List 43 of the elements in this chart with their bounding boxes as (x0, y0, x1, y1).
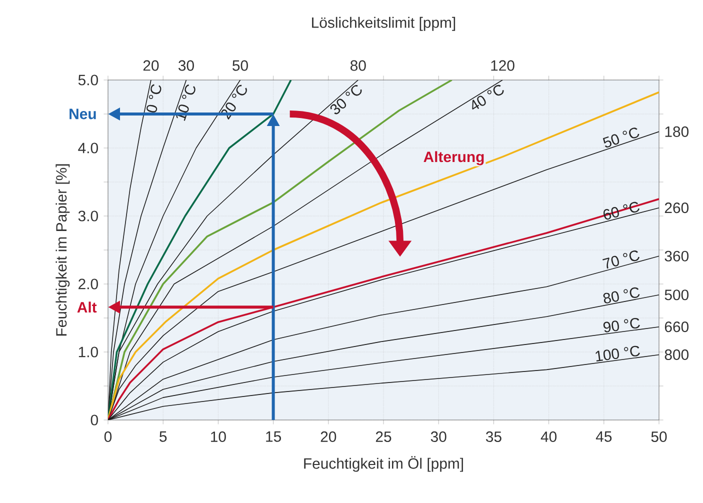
annotation: 660 (664, 322, 689, 332)
y-axis-title: Feuchtigkeit im Papier [%] (56, 164, 70, 336)
y-tick-label: 4.0 (78, 142, 98, 154)
text: 80 °C (603, 287, 640, 304)
ref-line-label: Neu (70, 108, 96, 120)
text: 60 °C (604, 202, 640, 220)
y-tick-label: 5.0 (78, 74, 98, 86)
annotation: 180 (665, 126, 689, 137)
annotation: 120 (491, 60, 514, 71)
annotation: 360 (664, 250, 689, 262)
x-tick-label: 5 (160, 431, 167, 442)
y-tick-label: 2.0 (78, 278, 98, 290)
x-tick-label: 40 (540, 431, 557, 442)
y-tick-label: 0 (90, 414, 98, 426)
x-tick-label: 20 (320, 431, 336, 442)
text: 0 °C (146, 84, 162, 112)
chart-title: Löslichkeitslimit [ppm] (312, 16, 456, 31)
annotation: 500 (664, 290, 689, 300)
annotation: 20 (143, 60, 159, 71)
text: 30 °C (330, 85, 362, 114)
ref-line-label: Alt (77, 302, 97, 313)
text: 50 °C (602, 128, 640, 148)
x-tick-label: 30 (430, 431, 446, 442)
x-tick-label: 45 (596, 431, 612, 442)
annotation: 80 (350, 60, 366, 71)
text: 70 °C (602, 250, 640, 269)
annotation: 50 (232, 60, 248, 71)
annotation: 260 (664, 202, 689, 214)
x-tick-label: 15 (266, 431, 281, 442)
text: 90 °C (603, 318, 640, 332)
x-axis-title: Feuchtigkeit im Öl [ppm] (304, 456, 463, 472)
text: 100 °C (596, 346, 640, 362)
annotation: Alterung (424, 151, 484, 166)
y-tick-label: 1.0 (78, 346, 98, 358)
x-tick-label: 0 (104, 431, 112, 442)
x-tick-label: 10 (211, 431, 226, 442)
x-tick-label: 50 (651, 431, 667, 442)
annotation: 30 (178, 60, 194, 71)
y-tick-label: 3.0 (78, 210, 98, 222)
annotation: 800 (664, 349, 689, 360)
text: 40 °C (472, 84, 504, 110)
x-tick-label: 25 (376, 431, 392, 442)
x-tick-label: 35 (486, 431, 502, 442)
